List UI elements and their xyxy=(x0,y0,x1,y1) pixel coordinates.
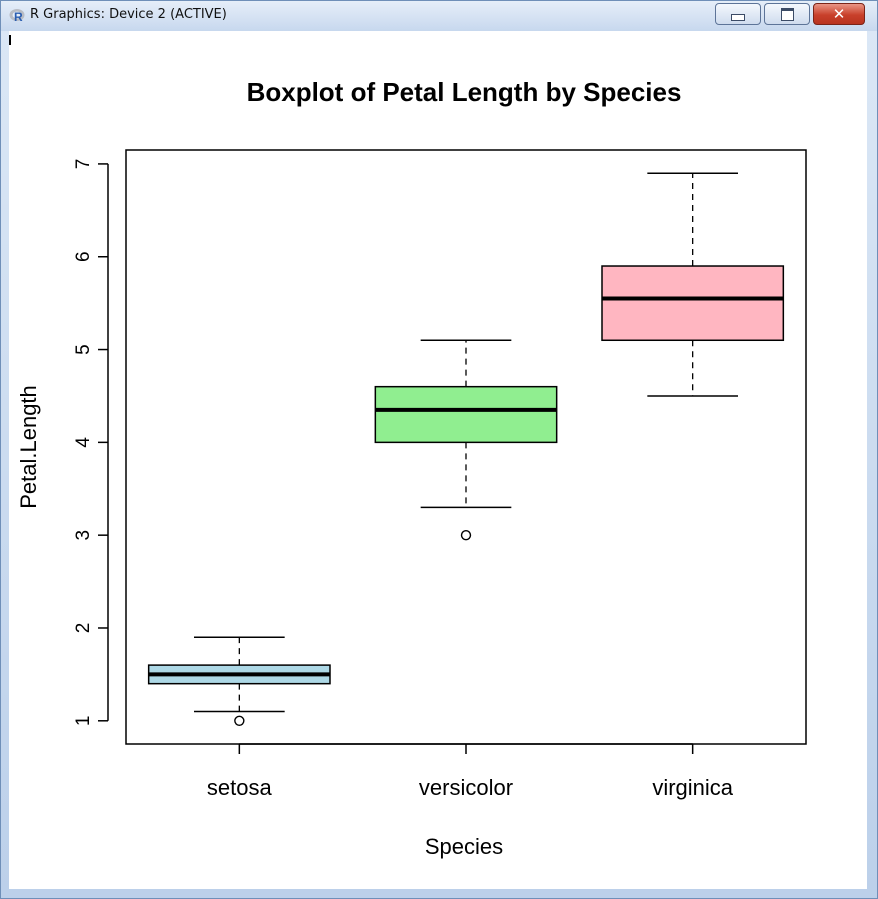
boxplot-chart: Boxplot of Petal Length by Species 1 2 3 4 5… xyxy=(16,77,807,859)
outlier-point xyxy=(234,715,245,726)
box-virginica xyxy=(601,172,785,397)
y-axis: 1 2 3 4 5 6 7 xyxy=(73,159,109,727)
close-icon: ✕ xyxy=(832,4,846,23)
iqr-box xyxy=(601,265,785,342)
box-setosa xyxy=(147,636,331,726)
x-axis-label: Species xyxy=(425,834,503,859)
svg-text:R: R xyxy=(14,10,23,23)
outlier-point xyxy=(460,529,472,541)
maximize-button[interactable] xyxy=(764,3,810,25)
y-tick-label: 1 xyxy=(73,716,94,727)
x-tick-label-setosa: setosa xyxy=(207,775,273,800)
y-tick-label: 3 xyxy=(73,530,94,541)
x-tick-label-virginica: virginica xyxy=(652,775,733,800)
x-axis: setosa versicolor virginica xyxy=(207,743,734,800)
y-tick-label: 2 xyxy=(73,623,94,634)
boxes-group xyxy=(147,172,785,726)
y-tick-label: 6 xyxy=(73,251,94,262)
close-button[interactable]: ✕ xyxy=(813,3,865,25)
minimize-icon xyxy=(731,13,745,21)
y-tick-label: 5 xyxy=(73,344,94,355)
window-title: R Graphics: Device 2 (ACTIVE) xyxy=(30,7,227,22)
chart-title: Boxplot of Petal Length by Species xyxy=(247,77,682,107)
box-versicolor xyxy=(374,339,558,541)
y-tick-label: 4 xyxy=(73,437,94,448)
maximize-icon xyxy=(780,7,794,21)
text-cursor xyxy=(9,35,11,45)
iqr-box xyxy=(374,385,558,444)
title-bar[interactable]: R R Graphics: Device 2 (ACTIVE) ✕ xyxy=(1,1,877,31)
y-axis-label: Petal.Length xyxy=(16,385,41,509)
x-tick-label-versicolor: versicolor xyxy=(419,775,513,800)
y-tick-label: 7 xyxy=(73,159,94,170)
plot-canvas: Boxplot of Petal Length by Species 1 2 3 4 5… xyxy=(9,31,867,889)
minimize-button[interactable] xyxy=(715,3,761,25)
r-logo-icon: R xyxy=(9,9,25,23)
